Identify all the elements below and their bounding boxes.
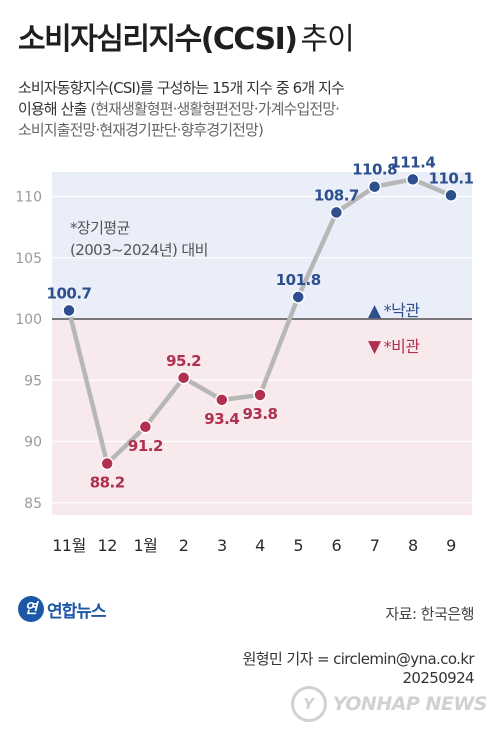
y-tick-label: 85	[24, 496, 42, 512]
data-label: 111.4	[390, 153, 435, 171]
data-label: 110.8	[352, 161, 397, 179]
data-point	[444, 188, 458, 203]
data-label: 101.8	[276, 271, 321, 289]
data-label: 108.7	[314, 186, 359, 204]
data-label: 110.1	[429, 169, 474, 187]
x-tick-label: 12	[98, 536, 117, 555]
watermark-text: YONHAP NEWS	[332, 693, 488, 715]
desc-line-1: 소비자동향지수(CSI)를 구성하는 15개 지수 중 6개 지수	[18, 79, 345, 97]
legend-pessimistic: ▼ *비관	[368, 333, 420, 357]
desc-line-2: 이용해 산출 (현재생활형편·생활형편전망·가계수입전망·	[18, 99, 488, 120]
baseline-note: *장기평균 (2003~2024년) 대비	[70, 217, 208, 261]
credit: 원형민 기자 = circlemin@yna.co.kr 20250924	[242, 650, 475, 688]
x-tick-label: 5	[293, 536, 303, 555]
data-point	[100, 456, 114, 471]
data-point	[253, 388, 267, 402]
title-suffix: 추이	[300, 22, 354, 57]
legend-optimistic: ▲ *낙관	[368, 297, 420, 321]
data-point	[138, 420, 153, 434]
data-point	[62, 303, 76, 318]
pessimistic-zone	[52, 319, 472, 515]
data-label: 93.4	[204, 410, 239, 428]
yonhap-logo-text: 연합뉴스	[47, 601, 107, 622]
credit-reporter: 원형민 기자 = circlemin@yna.co.kr	[242, 650, 475, 668]
desc-line-3: 소비지출전망·현재경기판단·향후경기전망)	[18, 121, 264, 139]
x-tick-label: 7	[370, 536, 380, 555]
title-main: 소비자심리지수(CCSI)	[18, 22, 298, 57]
down-triangle-icon: ▼	[368, 337, 381, 357]
x-tick-label: 6	[332, 536, 342, 555]
x-tick-label: 11월	[52, 536, 86, 555]
credit-date: 20250924	[402, 669, 474, 687]
y-tick-label: 95	[24, 373, 42, 389]
data-label: 95.2	[166, 352, 201, 370]
chart-description: 소비자동향지수(CSI)를 구성하는 15개 지수 중 6개 지수 이용해 산출…	[18, 78, 488, 141]
data-label: 100.7	[47, 284, 92, 302]
yonhap-logo: 연 연합뉴스	[18, 596, 107, 622]
up-triangle-icon: ▲	[368, 301, 381, 321]
data-point	[367, 179, 382, 194]
x-tick-label: 8	[408, 536, 418, 555]
data-point	[176, 371, 191, 385]
data-label: 91.2	[128, 437, 163, 455]
x-tick-label: 4	[255, 536, 265, 555]
source-text: 자료: 한국은행	[385, 605, 474, 623]
watermark-logo-icon: Y	[290, 686, 327, 722]
y-tick-label: 90	[24, 435, 42, 451]
y-tick-label: 110	[15, 190, 42, 206]
data-point	[215, 393, 229, 407]
desc-line-2-main: 이용해 산출	[18, 100, 91, 118]
data-point	[406, 172, 420, 187]
x-tick-label: 3	[217, 536, 227, 555]
data-point	[329, 205, 344, 220]
x-tick-label: 2	[179, 536, 189, 555]
note-line-2: (2003~2024년) 대비	[70, 241, 208, 259]
chart-title: 소비자심리지수(CCSI) 추이	[18, 14, 355, 58]
data-point	[291, 290, 305, 304]
x-tick-label: 9	[446, 536, 456, 555]
watermark: Y YONHAP NEWS	[290, 686, 488, 722]
yonhap-logo-icon: 연	[18, 596, 44, 622]
data-label: 93.8	[242, 405, 277, 423]
y-tick-label: 105	[15, 251, 42, 267]
note-line-1: *장기평균	[70, 219, 130, 237]
legend-pessimistic-label: *비관	[383, 337, 420, 356]
data-label: 88.2	[90, 474, 125, 492]
x-tick-label: 1월	[133, 536, 157, 555]
y-tick-label: 100	[15, 312, 42, 328]
desc-line-2-paren: (현재생활형편·생활형편전망·가계수입전망·	[90, 100, 340, 118]
legend-optimistic-label: *낙관	[383, 301, 420, 320]
